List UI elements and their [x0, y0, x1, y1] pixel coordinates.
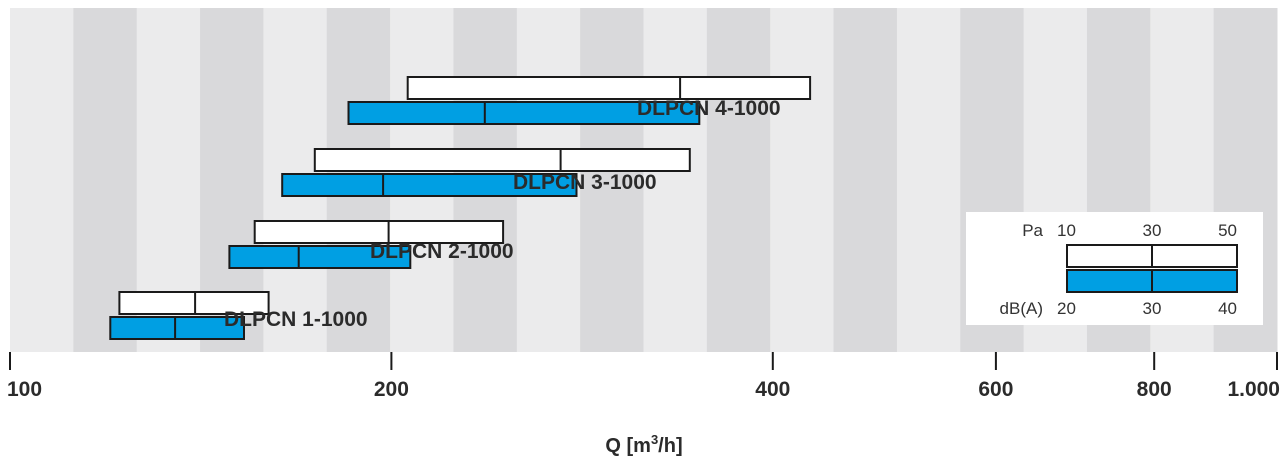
x-tick-label: 100	[7, 378, 42, 401]
legend-dba-label: dB(A)	[1000, 299, 1043, 318]
pa-bar	[118, 291, 270, 315]
legend-pa-value: 30	[1143, 221, 1162, 240]
background-band	[896, 8, 961, 352]
x-tick-label: 1.000	[1227, 378, 1280, 401]
product-label: DLPCN 1-1000	[224, 308, 368, 331]
background-band	[643, 8, 708, 352]
pa-bar	[253, 220, 505, 244]
pa-bar	[406, 76, 812, 100]
product-label: DLPCN 4-1000	[637, 97, 781, 120]
legend-box	[966, 212, 1263, 325]
background-band	[833, 8, 898, 352]
background-band	[770, 8, 835, 352]
legend-pa-label: Pa	[1022, 221, 1043, 240]
legend-dba-value: 20	[1057, 299, 1076, 318]
legend-dba-value: 30	[1143, 299, 1162, 318]
dba-bar	[228, 245, 412, 269]
product-label: DLPCN 3-1000	[513, 171, 657, 194]
dba-bar	[109, 316, 245, 340]
background-band	[580, 8, 644, 352]
dba-bar	[347, 101, 701, 125]
legend-dba-value: 40	[1218, 299, 1237, 318]
bars-group: DLPCN 1-1000 DLPCN 2-1000 DLPCN 3-1000 DLPC…	[109, 76, 812, 340]
x-tick-label: 200	[374, 378, 409, 401]
x-tick-label: 400	[755, 378, 790, 401]
legend: Pa dB(A) 10 30 50 20 30 40	[966, 212, 1263, 325]
product-label: DLPCN 2-1000	[370, 240, 514, 263]
x-tick-label: 800	[1137, 378, 1172, 401]
dba-bar	[281, 173, 578, 197]
legend-pa-value: 50	[1218, 221, 1237, 240]
background-band	[10, 8, 74, 352]
background-band	[706, 8, 771, 352]
legend-pa-value: 10	[1057, 221, 1076, 240]
x-axis: 100 200 400 600 800 1.000	[7, 352, 1280, 401]
pa-bar	[313, 148, 691, 172]
x-tick-label: 600	[978, 378, 1013, 401]
x-axis-title: Q [m3/h]	[605, 432, 682, 457]
